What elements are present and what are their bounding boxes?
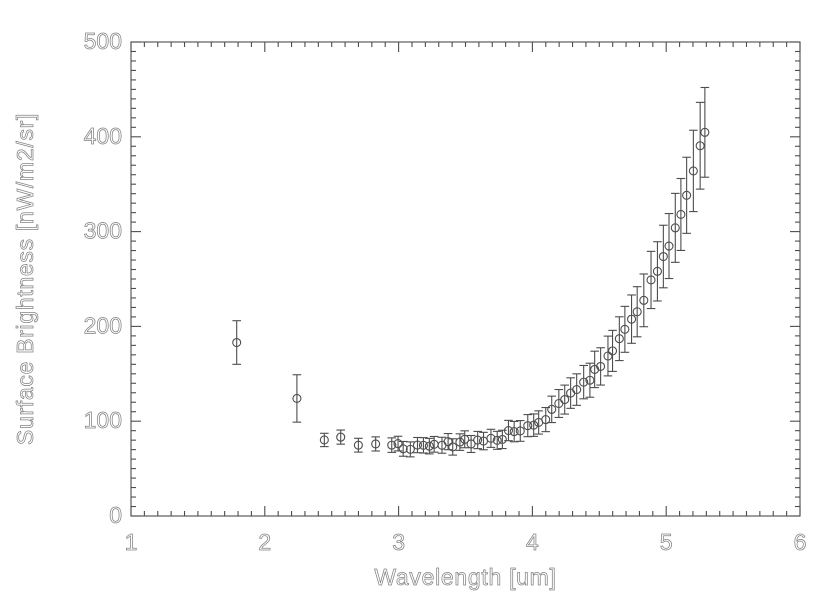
svg-text:3: 3 xyxy=(392,529,405,555)
svg-text:2: 2 xyxy=(258,529,271,555)
svg-text:Surface Brightness [nW/m2/sr]: Surface Brightness [nW/m2/sr] xyxy=(12,113,38,445)
svg-text:400: 400 xyxy=(84,123,122,149)
svg-text:100: 100 xyxy=(84,407,122,433)
svg-text:300: 300 xyxy=(84,218,122,244)
svg-text:0: 0 xyxy=(109,502,122,528)
svg-text:6: 6 xyxy=(794,529,807,555)
svg-text:4: 4 xyxy=(526,529,539,555)
svg-text:500: 500 xyxy=(84,28,122,54)
svg-text:1: 1 xyxy=(125,529,138,555)
svg-text:5: 5 xyxy=(660,529,673,555)
svg-text:Wavelength [um]: Wavelength [um] xyxy=(374,564,556,590)
svg-text:200: 200 xyxy=(84,312,122,338)
